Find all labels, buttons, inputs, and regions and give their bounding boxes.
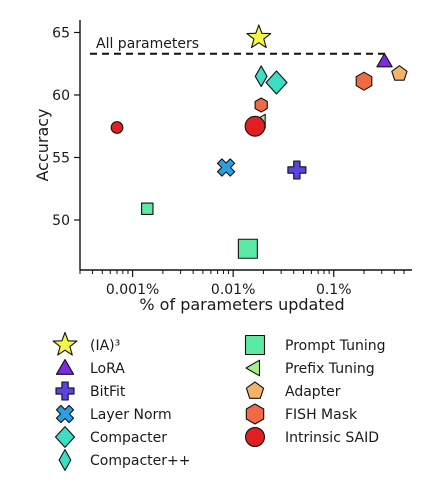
- point-layer-norm: [216, 158, 236, 177]
- legend-label-compacter: Compacter: [90, 430, 167, 446]
- legend-label-prompt-tuning: Prompt Tuning: [285, 338, 386, 354]
- point-compacter: [254, 65, 268, 88]
- x-tick-label: 0.001%: [106, 282, 159, 298]
- point-adapter: [391, 65, 408, 81]
- legend-label-compacter: Compacter++: [90, 453, 190, 469]
- legend-label-lora: LoRA: [90, 361, 125, 377]
- legend: (IA)³ LoRA BitFit Layer Norm Compacter Compac…: [52, 331, 386, 471]
- legend-marker-compacter: [58, 449, 72, 471]
- legend-label-fish-mask: FISH Mask: [285, 407, 358, 423]
- point-bitfit: [287, 160, 307, 180]
- point-lora: [376, 53, 393, 68]
- point-fish-mask: [254, 97, 268, 113]
- y-tick-label: 50: [52, 213, 70, 229]
- all-parameters-label: All parameters: [96, 36, 199, 52]
- x-tick-label: 0.1%: [316, 282, 352, 298]
- legend-marker-intrinsic-said: [245, 426, 266, 447]
- y-tick-label: 60: [52, 88, 70, 104]
- legend-marker-layer-norm: [55, 404, 75, 424]
- x-tick-label: 0.01%: [211, 282, 255, 298]
- legend-marker-prompt-tuning: [244, 334, 266, 356]
- legend-marker-lora: [55, 358, 75, 375]
- point--ia: [246, 24, 272, 49]
- point-prompt-tuning: [141, 202, 154, 216]
- point-compacter: [265, 70, 288, 95]
- legend-marker-prefix-tuning: [245, 359, 261, 377]
- legend-label-bitfit: BitFit: [90, 384, 126, 400]
- legend-marker-bitfit: [55, 381, 75, 401]
- legend-label-layer-norm: Layer Norm: [90, 407, 172, 423]
- point-intrinsic-said: [110, 121, 124, 134]
- y-tick-label: 55: [52, 151, 70, 167]
- y-axis-title: Accuracy: [33, 108, 52, 181]
- legend-marker-compacter: [54, 426, 76, 448]
- legend-label-intrinsic-said: Intrinsic SAID: [285, 430, 379, 446]
- x-axis-title: % of parameters updated: [139, 295, 344, 314]
- legend-label-adapter: Adapter: [285, 384, 341, 400]
- legend-label-prefix-tuning: Prefix Tuning: [285, 361, 375, 377]
- point-fish-mask: [355, 71, 373, 91]
- point-intrinsic-said: [244, 115, 266, 137]
- legend-marker-adapter: [245, 381, 265, 399]
- legend-marker-fish-mask: [245, 403, 265, 425]
- legend-label--ia: (IA)³: [90, 338, 120, 354]
- y-tick-label: 65: [52, 26, 70, 42]
- plot-area: 50 55 60 65 0.001% 0.01% 0.1%% of parameters u…: [33, 20, 412, 314]
- point-prompt-tuning: [237, 238, 258, 259]
- legend-marker--ia: [52, 331, 78, 356]
